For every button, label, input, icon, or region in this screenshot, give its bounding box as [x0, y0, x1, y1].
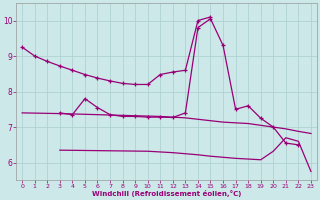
X-axis label: Windchill (Refroidissement éolien,°C): Windchill (Refroidissement éolien,°C): [92, 190, 241, 197]
